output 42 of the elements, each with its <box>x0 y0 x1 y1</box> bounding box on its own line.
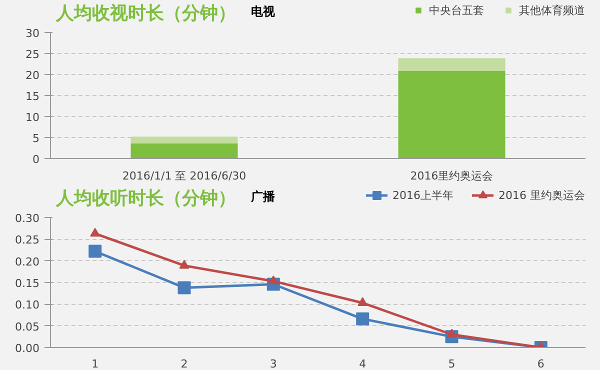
y-tick-label: 0 <box>32 153 40 166</box>
y-tick-label: 30 <box>26 27 40 40</box>
y-tick-label: 0.00 <box>15 342 40 355</box>
chart-title: 人均收视时长（分钟） <box>54 3 236 24</box>
y-tick-label: 15 <box>26 90 40 103</box>
legend-label: 其他体育频道 <box>519 2 585 18</box>
legend-label: 2016 里约奥运会 <box>498 188 585 202</box>
legend-label: 中央台五套 <box>429 2 484 18</box>
y-tick-label: 0.10 <box>15 298 40 312</box>
bar <box>130 143 238 158</box>
y-tick-label: 20 <box>26 69 40 82</box>
y-tick-label: 10 <box>26 111 40 124</box>
y-tick-label: 0.05 <box>15 320 40 334</box>
x-tick-label: 2016/1/1 至 2016/6/30 <box>122 170 246 182</box>
y-tick-label: 25 <box>26 48 40 61</box>
point <box>90 228 100 237</box>
bar <box>130 136 238 144</box>
chart-subtitle: 电视 <box>251 4 276 18</box>
point <box>178 281 191 294</box>
x-tick-label: 1 <box>92 358 99 370</box>
y-tick-label: 0.15 <box>15 277 40 290</box>
legend-label: 2016上半年 <box>392 188 454 202</box>
x-tick-label: 6 <box>537 358 544 370</box>
y-tick-label: 0.25 <box>15 234 40 247</box>
y-tick-label: 0.30 <box>15 212 40 225</box>
point <box>356 312 370 326</box>
y-tick-label: 0.20 <box>15 255 40 268</box>
bar <box>398 58 506 71</box>
x-tick-label: 5 <box>448 358 456 370</box>
x-tick-label: 3 <box>270 358 277 370</box>
bar <box>398 70 506 158</box>
chart-subtitle: 广播 <box>250 190 276 204</box>
y-tick-label: 5 <box>32 132 40 145</box>
x-tick-label: 2 <box>180 358 188 370</box>
point <box>88 244 102 258</box>
x-tick-label: 2016里约奥运会 <box>410 170 494 182</box>
point <box>179 260 190 269</box>
chart-title: 人均收听时长（分钟） <box>54 188 236 209</box>
point <box>446 328 457 338</box>
point <box>358 297 368 306</box>
point <box>268 276 278 284</box>
x-tick-label: 4 <box>359 358 366 370</box>
